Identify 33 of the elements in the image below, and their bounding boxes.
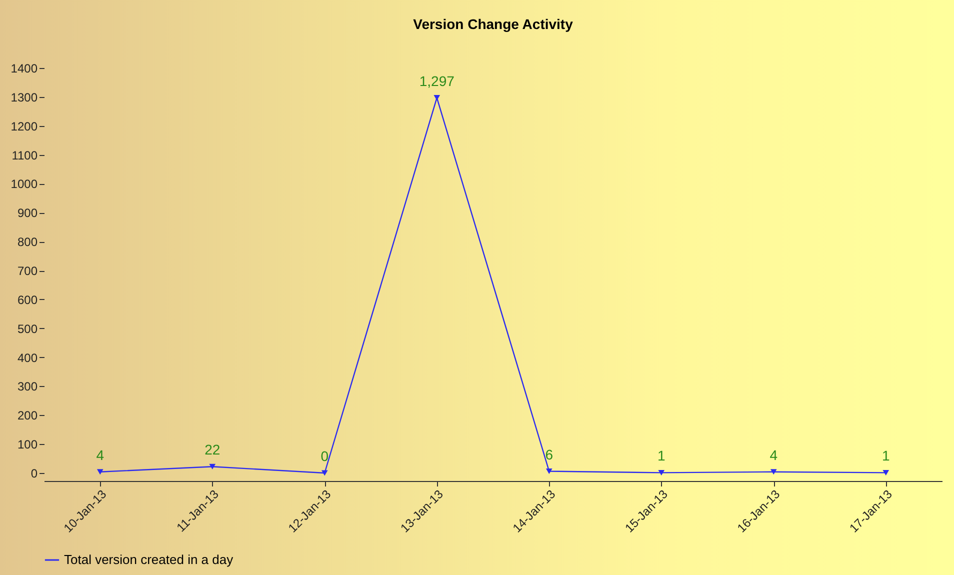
y-tick-label: 1300: [10, 90, 38, 104]
y-tick-label: 1100: [12, 148, 38, 162]
chart-title: Version Change Activity: [413, 16, 574, 32]
data-label: 1: [882, 448, 890, 464]
data-label: 1: [657, 448, 666, 464]
data-label: 6: [545, 446, 554, 462]
point: [434, 95, 440, 101]
data-label: 22: [204, 442, 220, 458]
y-tick-label: 300: [17, 380, 38, 394]
point: [546, 468, 552, 474]
data-label: 4: [96, 446, 104, 463]
y-tick-label: 800: [17, 235, 38, 250]
y-tick-label: 100: [17, 438, 38, 452]
y-tick-label: 500: [17, 322, 38, 336]
point: [209, 464, 216, 470]
y-tick-label: 900: [17, 206, 38, 220]
y-tick-label: 0: [30, 466, 38, 480]
y-tick-label: 700: [17, 264, 38, 278]
y-tick-label: 600: [17, 292, 38, 307]
y-tick-label: 200: [17, 408, 38, 423]
data-label: 0: [320, 448, 329, 464]
point: [882, 470, 890, 476]
point: [658, 470, 665, 476]
data-label: 1,297: [419, 72, 455, 89]
data-label: 4: [770, 446, 778, 463]
y-tick-label: 1200: [10, 119, 38, 134]
point: [96, 469, 104, 475]
legend-label: Total version created in a day: [64, 552, 234, 567]
y-tick-label: 1000: [10, 177, 38, 192]
y-tick-label: 400: [17, 350, 38, 365]
point: [770, 469, 777, 475]
point: [321, 470, 328, 476]
y-tick-label: 1400: [10, 62, 38, 76]
